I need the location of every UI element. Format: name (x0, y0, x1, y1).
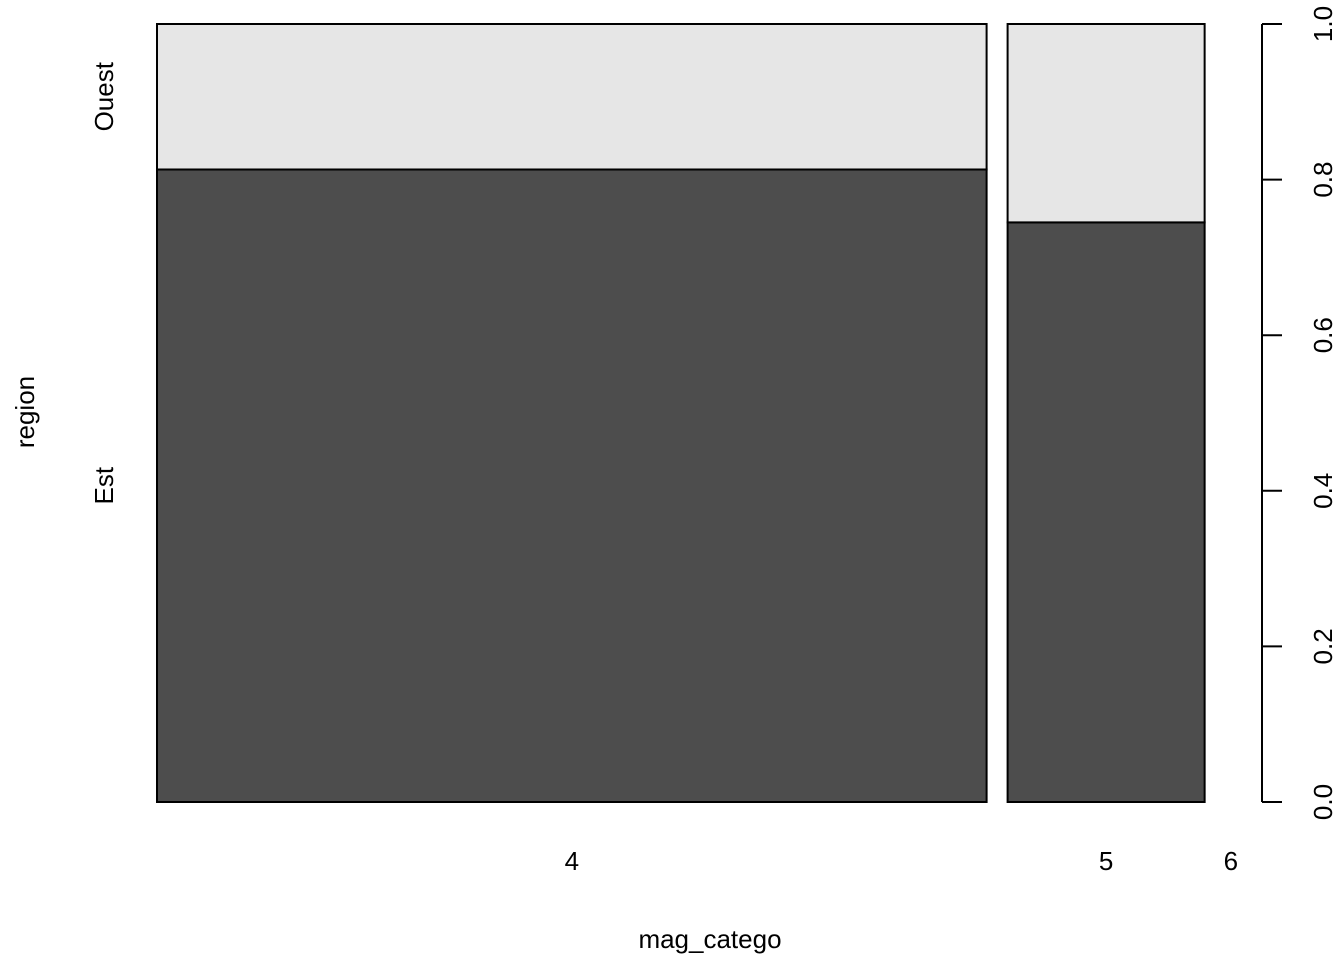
bar-ouest-5 (1006, 23, 1206, 224)
bar-ouest-4 (156, 23, 988, 171)
bar-est-4 (156, 168, 988, 803)
right-axis-tick-label: 0.6 (1308, 317, 1338, 353)
bars-group (156, 23, 1206, 803)
right-axis-tick-label: 0.8 (1308, 162, 1338, 198)
right-axis-tick-label: 0.2 (1308, 628, 1338, 664)
x-tick-labels: 4 5 6 (565, 846, 1238, 876)
x-tick-label: 6 (1224, 846, 1238, 876)
right-axis: 0.0 0.2 0.4 0.6 0.8 1.0 (1261, 6, 1338, 820)
right-axis-tick-label: 0.4 (1308, 473, 1338, 509)
y-category-label: Est (89, 466, 119, 504)
x-axis-label: mag_catego (638, 924, 781, 954)
right-axis-tick-label: 1.0 (1308, 6, 1338, 42)
right-axis-tick-label: 0.0 (1308, 784, 1338, 820)
x-tick-label: 4 (565, 846, 579, 876)
y-axis-label: region (10, 376, 40, 448)
bar-est-5 (1006, 221, 1206, 803)
y-category-label: Ouest (89, 61, 119, 131)
y-category-labels: Est Ouest (89, 61, 119, 504)
x-tick-label: 5 (1099, 846, 1113, 876)
